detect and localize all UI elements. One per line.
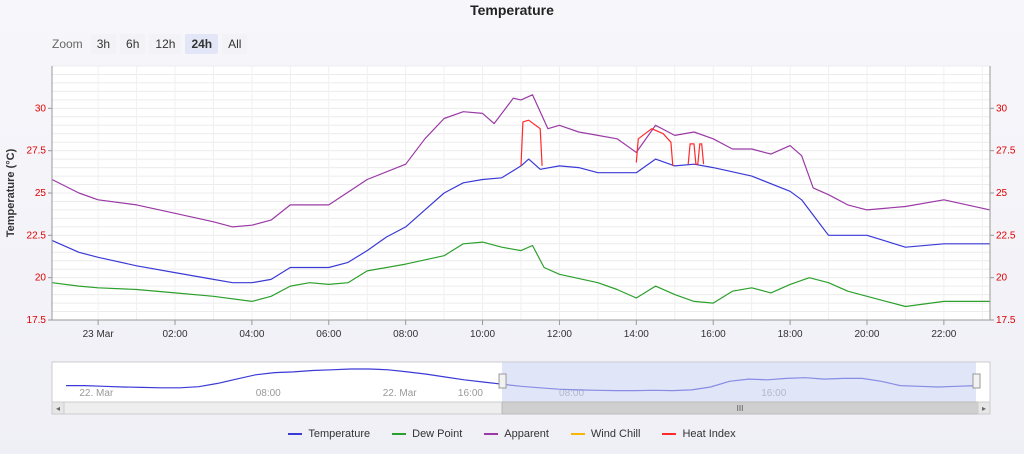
legend-temperature-label: Temperature: [308, 428, 371, 440]
navigator-right-handle[interactable]: [972, 373, 981, 389]
legend-apparent[interactable]: Apparent: [484, 428, 549, 440]
zoom-bar: Zoom 3h 6h 12h 24h All: [52, 34, 248, 54]
zoom-3h-button[interactable]: 3h: [90, 34, 117, 54]
temperature-line: [51, 158, 990, 284]
legend-dew-point-label: Dew Point: [412, 428, 463, 440]
legend-temperature[interactable]: Temperature: [288, 428, 370, 440]
legend-wind-chill[interactable]: Wind Chill: [570, 428, 641, 440]
y-tick-label-right: 17.5: [996, 315, 1016, 326]
legend-wind-chill-swatch: [570, 433, 585, 435]
scroll-right-arrow-icon: ▸: [982, 404, 986, 413]
y-tick-label-right: 27.5: [996, 146, 1016, 157]
y-tick-label-left: 17.5: [27, 315, 47, 326]
x-tick-label: 22:00: [931, 329, 956, 340]
y-tick-label-left: 22.5: [27, 230, 47, 241]
dew-point-line: [51, 241, 990, 308]
legend-dew-point[interactable]: Dew Point: [392, 428, 462, 440]
zoom-label: Zoom: [52, 37, 83, 51]
grid-lines: [52, 65, 990, 321]
zoom-all-button[interactable]: All: [222, 34, 248, 54]
legend-heat-index[interactable]: Heat Index: [662, 428, 736, 440]
navigator-label: 16:00: [458, 388, 483, 399]
scroll-right-button[interactable]: [977, 401, 991, 415]
navigator-left-handle[interactable]: [498, 373, 507, 389]
x-tick-label: 12:00: [547, 329, 572, 340]
scroll-left-button[interactable]: [51, 401, 65, 415]
legend-apparent-swatch: [484, 433, 499, 435]
y-tick-label-right: 30: [996, 103, 1008, 114]
legend-heat-index-swatch: [662, 433, 677, 435]
x-tick-label: 23 Mar: [83, 329, 115, 340]
apparent-line: [51, 94, 991, 228]
axes: 17.5 17.5 20 20 22.5 22.5 25 25 27.5 27.5 30 30 23 M…: [27, 66, 1016, 340]
x-tick-label: 02:00: [163, 329, 188, 340]
x-tick-label: 20:00: [854, 329, 879, 340]
y-tick-label-left: 30: [35, 103, 47, 114]
x-tick-label: 10:00: [470, 329, 495, 340]
navigator-selection[interactable]: [502, 362, 976, 402]
navigator-label: 22. Mar: [79, 388, 114, 399]
y-tick-label-right: 20: [996, 273, 1008, 284]
legend-temperature-swatch: [288, 433, 303, 435]
legend-wind-chill-label: Wind Chill: [590, 428, 641, 440]
y-tick-label-right: 25: [996, 188, 1008, 199]
y-tick-label-left: 20: [35, 273, 47, 284]
legend-dew-point-swatch: [392, 433, 407, 435]
legend-heat-index-label: Heat Index: [682, 428, 736, 440]
scrollbar-grip-icon: III: [737, 404, 744, 413]
x-tick-label: 16:00: [701, 329, 726, 340]
y-tick-label-right: 22.5: [996, 230, 1016, 241]
heat-index-line: [635, 128, 674, 166]
zoom-12h-button[interactable]: 12h: [149, 34, 182, 54]
x-tick-label: 04:00: [239, 329, 264, 340]
y-axis-label: Temperature (°C): [5, 148, 17, 237]
zoom-24h-button[interactable]: 24h: [185, 34, 219, 54]
legend-apparent-label: Apparent: [504, 428, 549, 440]
x-tick-label: 14:00: [624, 329, 649, 340]
legend: Temperature Dew Point Apparent Wind Chil…: [0, 428, 1024, 440]
heat-index-line: [520, 119, 543, 166]
chart-title: Temperature: [470, 2, 554, 18]
zoom-6h-button[interactable]: 6h: [120, 34, 146, 54]
y-tick-label-left: 27.5: [27, 146, 47, 157]
y-tick-label-left: 25: [35, 188, 47, 199]
series-layer: [51, 94, 991, 308]
heat-index-line: [687, 143, 705, 165]
x-tick-label: 18:00: [778, 329, 803, 340]
navigator-label: 22. Mar: [383, 388, 418, 399]
x-tick-label: 08:00: [393, 329, 418, 340]
scroll-left-arrow-icon: ◂: [56, 404, 60, 413]
x-tick-label: 06:00: [316, 329, 341, 340]
scrollbar[interactable]: ◂ III ▸: [51, 401, 991, 415]
navigator-label: 08:00: [256, 388, 281, 399]
